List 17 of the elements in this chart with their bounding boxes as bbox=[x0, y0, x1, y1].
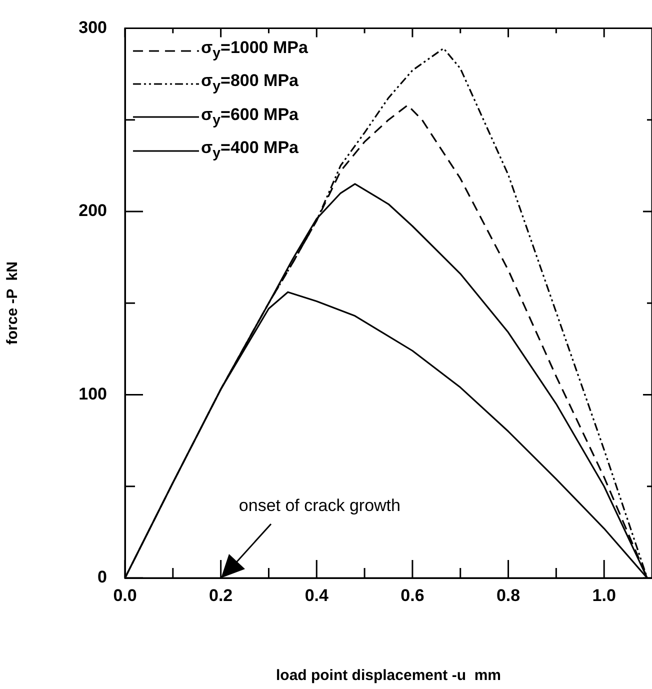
x-tick-label: 1.0 bbox=[592, 586, 616, 605]
y-tick-label: 300 bbox=[78, 18, 107, 37]
legend-label: σ$_{y}$=800 MPa bbox=[201, 70, 298, 97]
legend-label: σ$_{y}$=1000 MPa bbox=[201, 37, 308, 64]
x-tick-label: 0.6 bbox=[400, 586, 424, 605]
x-tick-label: 0.4 bbox=[304, 586, 329, 605]
annotation: onset of crack growth bbox=[238, 496, 400, 515]
y-tick-label: 200 bbox=[78, 201, 107, 220]
x-tick-label: 0.8 bbox=[496, 586, 520, 605]
x-tick-label: 0.2 bbox=[209, 586, 233, 605]
legend-label: σ$_{y}$=600 MPa bbox=[201, 104, 298, 130]
legend-label: σ$_{y}$=400 MPa bbox=[201, 137, 298, 164]
y-tick-label: 0 bbox=[98, 568, 107, 587]
y-axis-title: force -P kN bbox=[4, 262, 22, 345]
y-tick-label: 100 bbox=[78, 384, 107, 404]
x-axis-title: load point displacement -u mm bbox=[276, 667, 502, 684]
x-tick-label: 0.0 bbox=[113, 586, 137, 605]
